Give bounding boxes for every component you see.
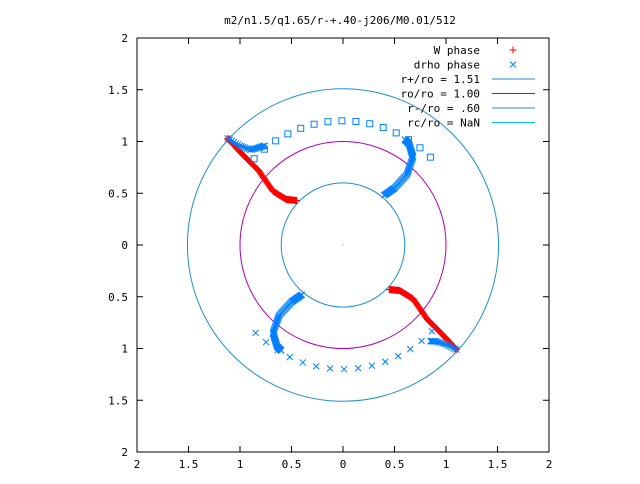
drho-phase-point [340, 365, 348, 373]
circle-ro/ro [239, 141, 447, 349]
drho-phase-point [232, 139, 240, 147]
y-tick-label: 1.5 [108, 84, 128, 97]
y-tick-label: 1 [121, 136, 128, 149]
legend-label: r-/ro = .60 [407, 102, 480, 115]
drho-phase-point [234, 141, 242, 148]
drho-phase-point [228, 137, 236, 145]
drho-phase-point [252, 329, 259, 337]
drho-square-point [297, 124, 305, 132]
x-tick-label: 1.5 [179, 458, 199, 471]
y-tick-label: 0 [121, 239, 128, 252]
x-tick-label: 1 [237, 458, 244, 471]
drho-phase-point [447, 343, 455, 351]
y-tick-label: 0.5 [108, 187, 128, 200]
drho-square-point [272, 137, 280, 145]
drho-phase-point [381, 358, 389, 366]
legend-marker-plus [509, 46, 517, 54]
drho-phase-point [428, 337, 436, 345]
drho-square-point [284, 130, 292, 138]
legend-label: r+/ro = 1.51 [401, 73, 480, 86]
drho-phase-point [428, 327, 436, 335]
drho-square-point [379, 124, 387, 132]
drho-phase-point [224, 135, 231, 142]
drho-square-point [310, 120, 318, 128]
y-tick-label: 1 [121, 343, 128, 356]
drho-phase-point [406, 345, 414, 353]
x-tick-label: 0.5 [385, 458, 405, 471]
drho-square-point [392, 129, 400, 137]
drho-square-point [416, 144, 424, 152]
drho-phase-point [241, 144, 249, 152]
legend-label: rc/ro = NaN [407, 117, 480, 130]
drho-phase-point [452, 346, 460, 353]
legend-label: ro/ro = 1.00 [401, 88, 480, 101]
origin-dot [342, 244, 344, 246]
y-tick-label: 0.5 [108, 291, 128, 304]
drho-phase-point [299, 359, 307, 366]
drho-phase-point [262, 338, 270, 346]
drho-phase-point [446, 342, 453, 350]
drho-phase-point [449, 344, 457, 352]
drho-phase-point [427, 337, 434, 345]
drho-phase-point [428, 337, 435, 345]
drho-phase-point [354, 364, 362, 372]
circle-r+/ro [186, 88, 500, 402]
drho-phase-point [429, 337, 437, 345]
drho-phase-point [230, 138, 238, 146]
drho-phase-point [240, 143, 247, 151]
drho-phase-point [451, 345, 458, 353]
drho-phase-point [444, 341, 452, 349]
axes: 2 1.5 1 0.5 0 0.5 1 1.5 221.510.500.511.52 [108, 32, 552, 471]
drho-phase-point [286, 353, 294, 361]
drho-phase-point [274, 346, 281, 354]
drho-phase-point [418, 337, 425, 345]
x-tick-label: 2 [134, 458, 141, 471]
drho-phase-point [394, 352, 402, 360]
circle-r-/ro [280, 182, 406, 308]
legend-label: W phase [434, 44, 480, 57]
x-tick-label: 0 [340, 458, 347, 471]
radius-circles [186, 88, 500, 402]
drho-square-point [260, 145, 268, 153]
drho-phase-point [238, 142, 246, 150]
drho-square-point [352, 117, 360, 125]
x-tick-label: 0.5 [282, 458, 302, 471]
drho-square-point [404, 136, 412, 144]
y-tick-label: 2 [121, 32, 128, 45]
drho-phase-point [312, 362, 320, 370]
chart-title: m2/n1.5/q1.65/r-+.40-j206/M0.01/512 [224, 14, 456, 27]
drho-phase-point [401, 136, 409, 143]
legend-label: drho phase [414, 59, 480, 72]
drho-square-point [324, 118, 332, 126]
drho-phase-point [326, 365, 334, 372]
x-tick-label: 2 [546, 458, 553, 471]
x-tick-label: 1 [443, 458, 450, 471]
drho-phase-point [226, 136, 234, 143]
drho-square-point [366, 120, 374, 128]
drho-phase-point [236, 142, 244, 149]
legend-marker-cross [509, 61, 517, 68]
y-tick-label: 1.5 [108, 394, 128, 407]
x-tick-label: 1.5 [488, 458, 508, 471]
drho-phase-point [261, 142, 269, 149]
series-markers [224, 117, 460, 373]
drho-square-point [250, 155, 258, 163]
drho-square-point [338, 117, 346, 125]
drho-square-point [426, 153, 434, 161]
drho-phase-point [368, 362, 376, 370]
y-tick-label: 2 [121, 446, 128, 459]
